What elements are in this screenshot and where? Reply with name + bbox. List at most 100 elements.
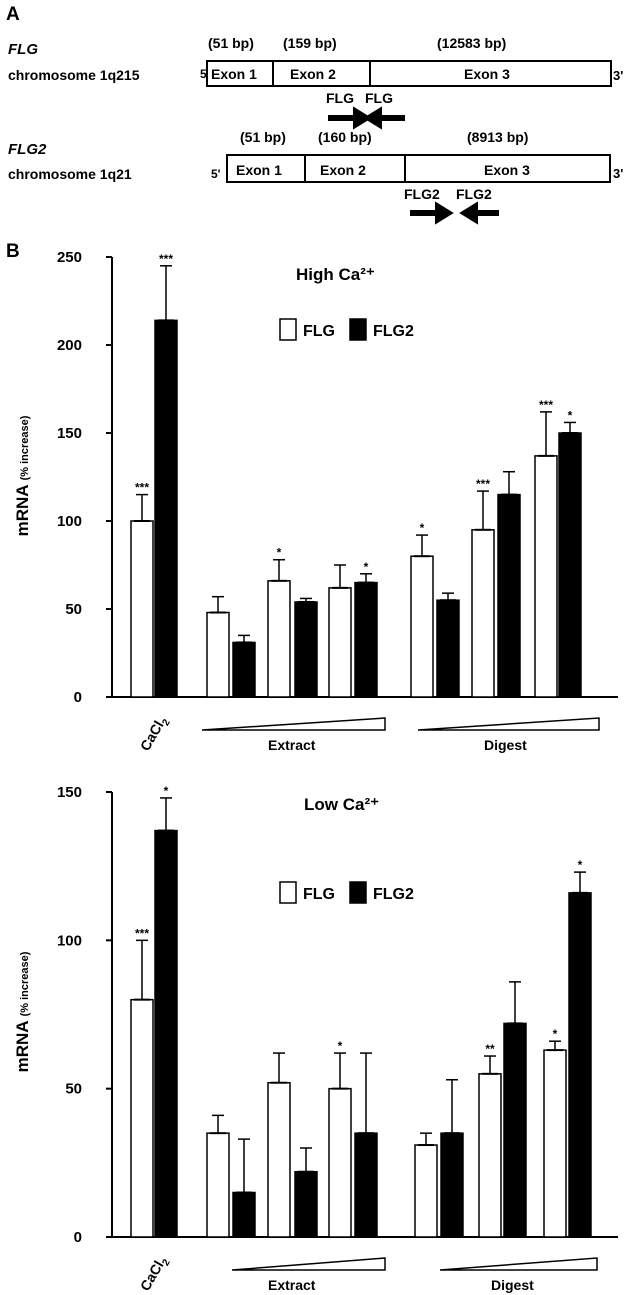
exon-box [226, 154, 306, 183]
y-tick-label: 150 [57, 425, 82, 442]
significance-marker: *** [135, 926, 149, 940]
bar-flg [206, 1132, 230, 1238]
exon-box [404, 154, 611, 183]
chart-high-ca: High Ca²⁺ mRNA (% increase) FLG FLG2 0 50… [13, 249, 618, 756]
panel-b-label: B [6, 241, 20, 262]
y-tick-label: 0 [74, 1229, 82, 1246]
concentration-wedge-icon [439, 1257, 598, 1271]
x-axis-groups: CaCl2 Extract Digest [137, 713, 600, 756]
legend-label-flg: FLG [303, 886, 335, 903]
three-prime-label: 3' [613, 166, 623, 181]
significance-marker: * [578, 858, 583, 872]
bar-flg2 [232, 1191, 256, 1238]
bar-flg [130, 998, 154, 1238]
reverse-arrow-icon [363, 106, 405, 130]
reverse-arrow-icon [459, 201, 499, 225]
significance-marker: * [338, 1039, 343, 1053]
y-tick-label: 50 [65, 1081, 82, 1098]
y-tick-label: 100 [57, 932, 82, 949]
chart-title: High Ca²⁺ [296, 265, 375, 284]
bar-flg2 [497, 493, 521, 698]
significance-marker: * [420, 521, 425, 535]
bar-flg [328, 1087, 352, 1238]
exon1-label: Exon 1 [211, 66, 257, 82]
bar-flg [414, 1144, 438, 1238]
bar-flg2 [568, 892, 592, 1238]
bar-flg2 [154, 829, 178, 1238]
significance-marker: * [364, 560, 369, 574]
bar-flg2 [232, 641, 256, 698]
y-tick-label: 200 [57, 337, 82, 354]
primer-reverse-label: FLG [365, 90, 393, 106]
panel-a-label: A [6, 4, 20, 25]
group-label-cacl2: CaCl2 [137, 713, 173, 756]
bar-flg [534, 455, 558, 698]
significance-marker: * [553, 1027, 558, 1041]
legend: FLG FLG2 [279, 881, 414, 904]
bar-flg2 [294, 601, 318, 698]
bar-flg [267, 1081, 291, 1238]
significance-marker: * [164, 784, 169, 798]
y-axis-label-main: mRNA [13, 1016, 32, 1072]
bar-flg2 [503, 1022, 527, 1238]
primer-reverse-label: FLG2 [456, 186, 492, 202]
x-axis-groups: CaCl2 Extract Digest [137, 1253, 598, 1295]
subscript: 2 [160, 1257, 173, 1268]
subscript: 2 [160, 717, 173, 728]
exon-box [304, 154, 406, 183]
chart-low-ca: Low Ca²⁺ mRNA (% increase) FLG FLG2 0 50 1… [13, 784, 618, 1295]
bar-flg2 [558, 432, 582, 698]
bar-flg [267, 580, 291, 698]
y-tick-label: 150 [57, 784, 82, 801]
bar-flg2 [436, 599, 460, 698]
exon1-size: (51 bp) [240, 129, 286, 145]
gene-flg2: FLG2 chromosome 1q21 5' (51 bp) (160 bp)… [8, 129, 623, 225]
bar-flg [471, 529, 495, 698]
bar-flg [206, 611, 230, 698]
bar-flg [543, 1049, 567, 1238]
significance-marker: *** [159, 252, 173, 266]
five-prime-label: 5' [200, 67, 210, 81]
exon2-size: (160 bp) [318, 129, 372, 145]
concentration-wedge-icon [417, 717, 600, 731]
y-tick-label: 0 [74, 689, 82, 706]
legend-swatch-flg [279, 318, 297, 341]
y-tick-label: 100 [57, 513, 82, 530]
forward-arrow-icon [410, 201, 454, 225]
forward-arrow-icon [328, 106, 372, 130]
five-prime-label: 5' [211, 167, 221, 181]
legend-swatch-flg2 [349, 318, 367, 341]
bar-flg2 [354, 581, 378, 698]
group-label-extract: Extract [268, 1277, 316, 1293]
three-prime-label: 3' [613, 68, 623, 83]
y-tick-label: 250 [57, 249, 82, 266]
chromosome-label: chromosome 1q215 [8, 67, 140, 83]
exon-box [272, 60, 371, 87]
concentration-wedge-icon [201, 717, 386, 731]
group-label-digest: Digest [491, 1277, 534, 1293]
y-axis-label-main: mRNA [13, 480, 32, 536]
exon3-size: (12583 bp) [437, 35, 506, 51]
gene-name: FLG [8, 41, 38, 58]
chromosome-label: chromosome 1q21 [8, 166, 132, 182]
significance-marker: *** [135, 481, 149, 495]
legend-swatch-flg2 [349, 881, 367, 904]
group-label-cacl2: CaCl2 [137, 1253, 173, 1295]
exon2-label: Exon 2 [290, 66, 336, 82]
exon1-label: Exon 1 [236, 162, 282, 178]
exon2-label: Exon 2 [320, 162, 366, 178]
exon2-size: (159 bp) [283, 35, 337, 51]
significance-marker: * [277, 546, 282, 560]
legend-swatch-flg [279, 881, 297, 904]
bar-flg2 [154, 319, 178, 698]
y-axis-label: mRNA (% increase) [13, 951, 32, 1072]
exon-box [369, 60, 612, 87]
legend: FLG FLG2 [279, 318, 414, 341]
bar-flg [328, 587, 352, 698]
significance-marker: *** [476, 477, 490, 491]
legend-label-flg2: FLG2 [373, 323, 414, 340]
group-label-digest: Digest [484, 737, 527, 753]
significance-marker: ** [485, 1042, 495, 1056]
